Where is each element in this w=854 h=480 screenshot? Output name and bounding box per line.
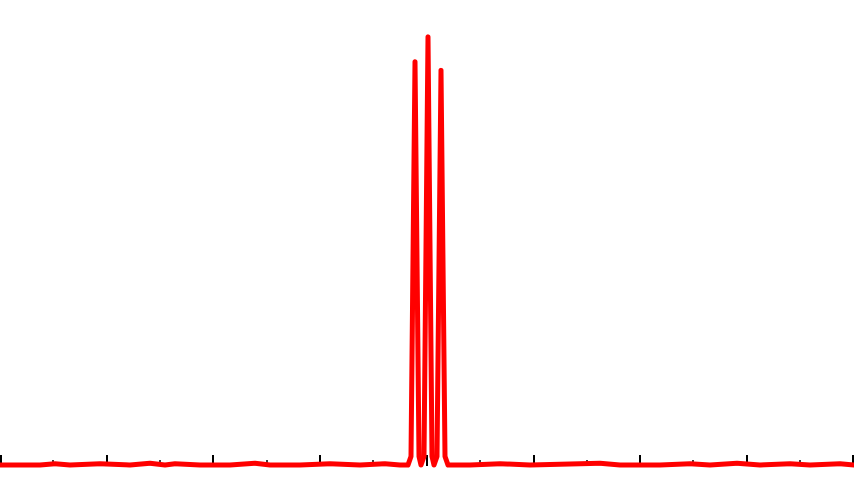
series-layer (0, 34, 854, 468)
series-line-0 (0, 34, 854, 468)
